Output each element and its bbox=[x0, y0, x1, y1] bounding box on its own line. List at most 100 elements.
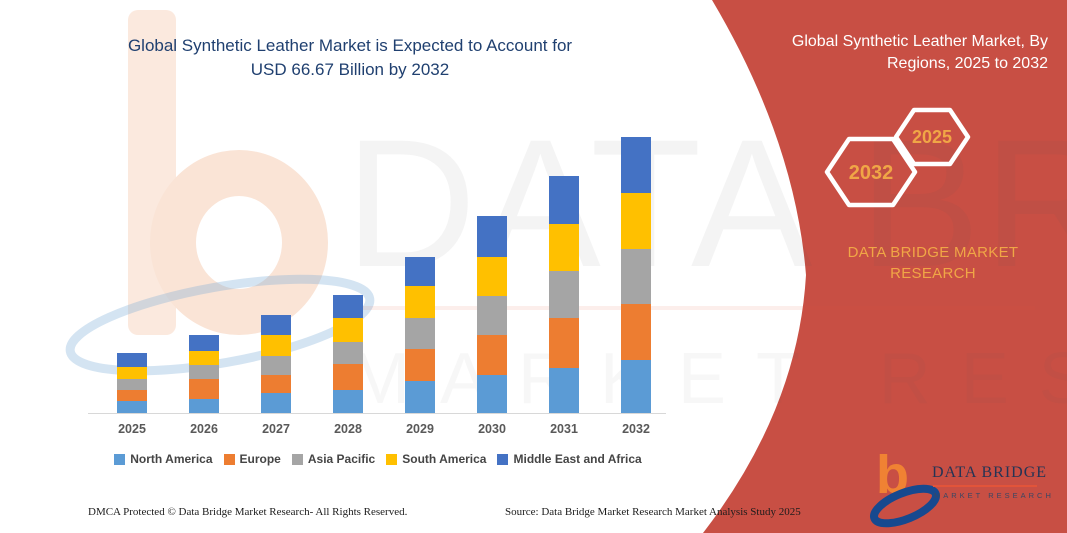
hexagon-2025-outline bbox=[893, 107, 971, 167]
legend-swatch bbox=[497, 453, 509, 465]
brand-wordmark-text: DATA BRIDGE MARKET RESEARCH bbox=[847, 244, 1019, 282]
bar-segment-north-america bbox=[261, 393, 291, 414]
legend-swatch bbox=[386, 453, 398, 465]
bar-column-2030 bbox=[460, 215, 524, 414]
year-badges-svg: 2032 2025 bbox=[824, 107, 971, 208]
bars-row bbox=[100, 136, 668, 414]
legend: North America Europe Asia Pacific South Ame… bbox=[88, 452, 668, 466]
bar-column-2026 bbox=[172, 334, 236, 414]
legend-item-south-america: South America bbox=[386, 452, 486, 466]
bar-segment-asia-pacific bbox=[549, 270, 579, 318]
bar-segment-europe bbox=[621, 303, 651, 360]
legend-label: Middle East and Africa bbox=[513, 452, 642, 466]
bar-segment-south-america bbox=[261, 335, 291, 356]
badge-year-2032: 2032 bbox=[849, 162, 894, 184]
x-axis-label: 2027 bbox=[262, 422, 290, 436]
legend-label: Asia Pacific bbox=[307, 452, 376, 466]
bar-stack bbox=[549, 176, 579, 414]
bar-column-2028 bbox=[316, 294, 380, 414]
legend-label: South America bbox=[402, 452, 487, 466]
bar-stack bbox=[621, 136, 651, 414]
bar-segment-europe bbox=[549, 317, 579, 368]
logo-name: DATA BRIDGE bbox=[932, 464, 1048, 481]
banner-red-shape bbox=[703, 0, 1067, 533]
legend-swatch bbox=[291, 453, 303, 465]
bar-column-2031 bbox=[532, 176, 596, 414]
bar-stack bbox=[261, 315, 291, 414]
bar-stack bbox=[333, 294, 363, 414]
bar-segment-europe bbox=[189, 379, 219, 399]
bar-stack bbox=[405, 256, 435, 414]
bar-segment-middle-east-and-africa bbox=[261, 315, 291, 336]
logo-swoosh-icon bbox=[870, 484, 940, 528]
legend-swatch bbox=[223, 453, 235, 465]
bar-column-2029 bbox=[388, 256, 452, 414]
logo-subtitle: MARKET RESEARCH bbox=[934, 491, 1054, 500]
legend-label: Europe bbox=[239, 452, 281, 466]
bar-segment-north-america bbox=[477, 374, 507, 414]
bar-stack bbox=[477, 215, 507, 414]
bar-segment-middle-east-and-africa bbox=[549, 176, 579, 224]
watermark-big-text: DATA BRIDGE bbox=[345, 101, 1067, 305]
bar-segment-middle-east-and-africa bbox=[477, 215, 507, 258]
legend-item-middle-east-and-africa: Middle East and Africa bbox=[497, 452, 642, 466]
bar-segment-asia-pacific bbox=[261, 355, 291, 376]
hexagon-2025-badge: 2025 bbox=[893, 107, 971, 167]
bar-segment-south-america bbox=[477, 257, 507, 296]
bar-segment-middle-east-and-africa bbox=[405, 256, 435, 287]
data-bridge-logo: b DATA BRIDGE MARKET RESEARCH bbox=[870, 448, 1054, 528]
bar-segment-asia-pacific bbox=[405, 317, 435, 350]
legend-item-north-america: North America bbox=[114, 452, 213, 466]
bar-segment-europe bbox=[405, 349, 435, 382]
x-axis-label: 2032 bbox=[622, 422, 650, 436]
bar-segment-south-america bbox=[117, 366, 147, 379]
bar-segment-south-america bbox=[621, 192, 651, 249]
bar-segment-middle-east-and-africa bbox=[333, 294, 363, 318]
bar-segment-asia-pacific bbox=[189, 365, 219, 380]
logo-underline bbox=[933, 485, 1037, 487]
bar-segment-north-america bbox=[189, 398, 219, 414]
legend-label: North America bbox=[130, 452, 213, 466]
bar-segment-middle-east-and-africa bbox=[621, 136, 651, 193]
footer-copyright: DMCA Protected © Data Bridge Market Rese… bbox=[88, 506, 408, 518]
bar-segment-europe bbox=[117, 389, 147, 401]
bar-segment-north-america bbox=[549, 367, 579, 414]
bar-segment-south-america bbox=[189, 350, 219, 366]
bar-segment-middle-east-and-africa bbox=[189, 334, 219, 351]
footer-source: Source: Data Bridge Market Research Mark… bbox=[505, 506, 801, 518]
hexagon-2032-outline bbox=[824, 136, 918, 208]
bar-segment-south-america bbox=[405, 286, 435, 318]
bar-segment-north-america bbox=[405, 381, 435, 414]
bar-segment-asia-pacific bbox=[621, 248, 651, 304]
bar-segment-south-america bbox=[549, 223, 579, 271]
bar-segment-middle-east-and-africa bbox=[117, 353, 147, 367]
bar-segment-north-america bbox=[117, 400, 147, 414]
x-axis-label: 2029 bbox=[406, 422, 434, 436]
legend-swatch bbox=[114, 453, 126, 465]
x-axis-label: 2030 bbox=[478, 422, 506, 436]
x-axis-label: 2025 bbox=[118, 422, 146, 436]
bar-segment-asia-pacific bbox=[333, 342, 363, 365]
watermark-swoosh-icon bbox=[65, 274, 375, 376]
badge-year-2025: 2025 bbox=[912, 127, 952, 147]
watermark-small-text: MARKET RESEARCH bbox=[350, 339, 1067, 419]
bar-stack bbox=[189, 334, 219, 414]
legend-item-europe: Europe bbox=[223, 452, 281, 466]
bar-segment-asia-pacific bbox=[117, 378, 147, 390]
bar-segment-south-america bbox=[333, 317, 363, 343]
bar-segment-north-america bbox=[333, 390, 363, 414]
bar-column-2025 bbox=[100, 353, 164, 414]
x-axis-label: 2028 bbox=[334, 422, 362, 436]
labels-row: 2025 2026 2027 2028 2029 2030 2031 2032 bbox=[100, 422, 668, 436]
x-axis-label: 2031 bbox=[550, 422, 578, 436]
bar-segment-europe bbox=[333, 364, 363, 391]
bar-segment-north-america bbox=[621, 359, 651, 414]
panel-title: Global Synthetic Leather Market, By Regi… bbox=[791, 33, 1048, 73]
bar-column-2032 bbox=[604, 136, 668, 414]
x-axis-line bbox=[88, 413, 666, 414]
bar-column-2027 bbox=[244, 315, 308, 414]
bar-segment-europe bbox=[261, 375, 291, 394]
watermark-underline bbox=[345, 306, 1035, 310]
